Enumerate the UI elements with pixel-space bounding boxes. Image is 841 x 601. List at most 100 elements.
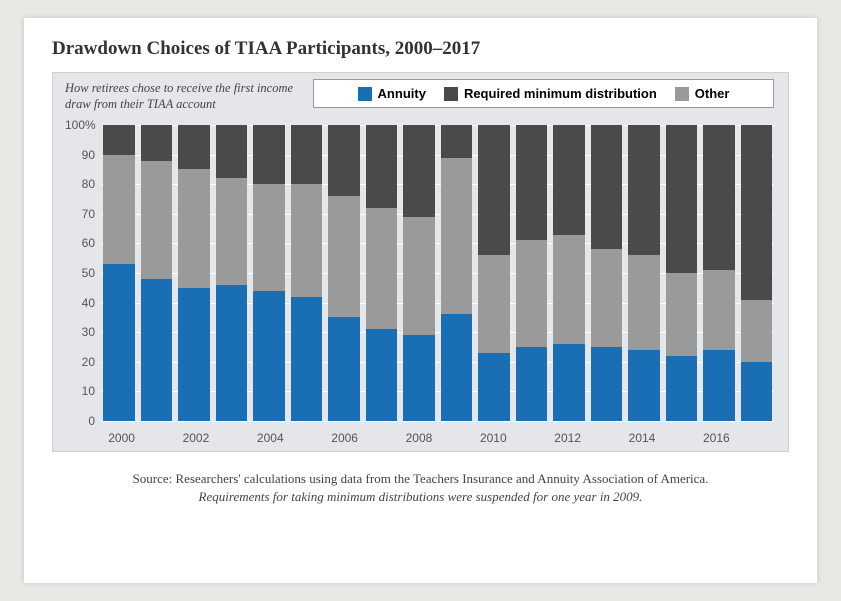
bar-2006 [328, 125, 360, 421]
x-tick-label: 2004 [252, 431, 289, 445]
y-tick-label: 20 [65, 355, 95, 369]
bar-2010 [478, 125, 510, 421]
bar-segment-rmd [441, 125, 473, 158]
plot-area: 0102030405060708090100% [101, 125, 774, 421]
bar-segment-other [628, 255, 660, 350]
legend-label-rmd: Required minimum distribution [464, 86, 657, 101]
bar-segment-other [741, 300, 773, 362]
bar-2001 [141, 125, 173, 421]
bar-2004 [253, 125, 285, 421]
bar-segment-annuity [628, 350, 660, 421]
bar-segment-annuity [703, 350, 735, 421]
gridline [101, 421, 774, 422]
bar-segment-rmd [253, 125, 285, 184]
bar-segment-annuity [516, 347, 548, 421]
bar-segment-rmd [403, 125, 435, 217]
x-tick-label: 2002 [177, 431, 214, 445]
bar-segment-other [178, 169, 210, 287]
bar-segment-other [291, 184, 323, 296]
bar-segment-rmd [516, 125, 548, 240]
bar-2016 [703, 125, 735, 421]
bars-group [101, 125, 774, 421]
bar-2003 [216, 125, 248, 421]
bar-segment-other [403, 217, 435, 335]
x-tick-label: 2014 [623, 431, 660, 445]
bar-segment-other [103, 155, 135, 265]
legend-swatch-other [675, 87, 689, 101]
bar-segment-rmd [328, 125, 360, 196]
bar-segment-other [441, 158, 473, 315]
bar-segment-annuity [591, 347, 623, 421]
bar-segment-rmd [591, 125, 623, 249]
y-tick-label: 30 [65, 325, 95, 339]
chart-title: Drawdown Choices of TIAA Participants, 2… [52, 38, 789, 60]
bar-segment-annuity [403, 335, 435, 421]
bar-2011 [516, 125, 548, 421]
source-line-1: Source: Researchers' calculations using … [52, 470, 789, 488]
plot-background: How retirees chose to receive the first … [52, 72, 789, 452]
x-tick-label: 2000 [103, 431, 140, 445]
y-tick-label: 70 [65, 207, 95, 221]
bar-segment-annuity [253, 291, 285, 421]
bar-segment-rmd [703, 125, 735, 270]
bar-segment-rmd [216, 125, 248, 178]
y-tick-label: 40 [65, 296, 95, 310]
bar-2000 [103, 125, 135, 421]
bar-2012 [553, 125, 585, 421]
bar-segment-rmd [103, 125, 135, 155]
bar-segment-other [591, 249, 623, 347]
y-tick-label: 80 [65, 177, 95, 191]
y-tick-label: 0 [65, 414, 95, 428]
bar-2008 [403, 125, 435, 421]
bar-segment-other [703, 270, 735, 350]
bar-2005 [291, 125, 323, 421]
bar-2009 [441, 125, 473, 421]
bar-2013 [591, 125, 623, 421]
bar-segment-rmd [366, 125, 398, 208]
y-tick-label: 50 [65, 266, 95, 280]
bar-segment-other [253, 184, 285, 291]
legend-item-rmd: Required minimum distribution [444, 86, 657, 101]
bar-2007 [366, 125, 398, 421]
y-tick-label: 60 [65, 236, 95, 250]
bar-segment-annuity [666, 356, 698, 421]
bar-segment-annuity [328, 317, 360, 421]
bar-segment-other [366, 208, 398, 329]
bar-segment-rmd [178, 125, 210, 169]
bar-segment-annuity [741, 362, 773, 421]
bar-segment-other [478, 255, 510, 353]
x-tick-label: 2006 [326, 431, 363, 445]
bar-segment-annuity [291, 297, 323, 421]
bar-segment-annuity [103, 264, 135, 421]
bar-2002 [178, 125, 210, 421]
bar-segment-other [216, 178, 248, 285]
y-tick-label: 90 [65, 148, 95, 162]
legend-label-annuity: Annuity [378, 86, 426, 101]
x-tick-label: 2012 [549, 431, 586, 445]
y-tick-label: 100% [65, 118, 95, 132]
source-line-2: Requirements for taking minimum distribu… [52, 488, 789, 506]
bar-2014 [628, 125, 660, 421]
bar-segment-annuity [216, 285, 248, 421]
y-tick-label: 10 [65, 384, 95, 398]
bar-segment-rmd [741, 125, 773, 300]
x-tick-label: 2010 [475, 431, 512, 445]
bar-segment-other [666, 273, 698, 356]
bar-segment-annuity [478, 353, 510, 421]
legend-swatch-annuity [358, 87, 372, 101]
x-axis-labels: 2000200120022003200420052006200720082009… [101, 431, 774, 445]
bar-segment-annuity [366, 329, 398, 421]
bar-segment-annuity [441, 314, 473, 421]
bar-segment-rmd [553, 125, 585, 235]
bar-segment-rmd [291, 125, 323, 184]
legend-label-other: Other [695, 86, 730, 101]
x-tick-label: 2016 [698, 431, 735, 445]
bar-segment-other [516, 240, 548, 347]
chart-card: Drawdown Choices of TIAA Participants, 2… [24, 18, 817, 583]
bar-segment-annuity [141, 279, 173, 421]
legend-item-annuity: Annuity [358, 86, 426, 101]
legend-swatch-rmd [444, 87, 458, 101]
bar-2015 [666, 125, 698, 421]
bar-segment-other [141, 161, 173, 279]
bar-segment-rmd [628, 125, 660, 255]
